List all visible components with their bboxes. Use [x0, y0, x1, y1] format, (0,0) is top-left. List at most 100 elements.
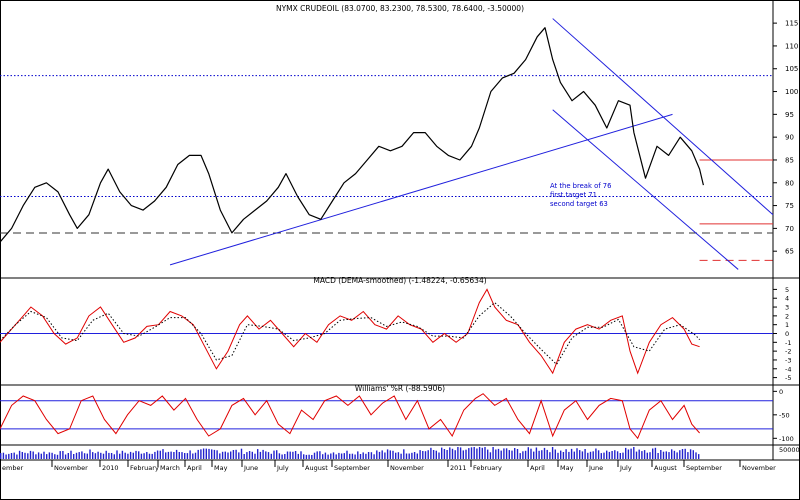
price-ytick-label-9: 110 — [785, 42, 798, 50]
volume-bar-176 — [476, 448, 478, 459]
volume-bar-202 — [546, 449, 548, 459]
volume-bar-125 — [338, 452, 340, 459]
volume-bar-18 — [48, 452, 51, 459]
volume-bar-46 — [124, 452, 126, 459]
volume-bar-230 — [622, 452, 624, 459]
volume-bar-210 — [568, 451, 570, 459]
volume-bar-150 — [405, 453, 408, 459]
volume-bar-7 — [18, 450, 21, 459]
volume-bar-132 — [357, 451, 359, 459]
volume-bar-24 — [64, 454, 67, 459]
volume-bar-74 — [200, 449, 202, 459]
volume-bar-222 — [600, 453, 602, 459]
volume-bar-107 — [289, 451, 291, 459]
annotation-line-3: second target 63 — [550, 200, 608, 208]
x-axis: ember November 2010 February March April May Ju… — [0, 460, 776, 472]
volume-bar-27 — [73, 454, 75, 459]
volume-bar-52 — [140, 453, 143, 459]
volume-bar-255 — [689, 449, 692, 459]
volume-bar-224 — [606, 450, 608, 459]
volume-bar-65 — [175, 449, 178, 459]
volume-bar-149 — [403, 449, 405, 459]
volume-bar-25 — [67, 453, 69, 459]
volume-bar-163 — [441, 447, 443, 459]
volume-bar-128 — [346, 450, 348, 459]
volume-bar-201 — [543, 447, 546, 459]
volume-bar-167 — [451, 448, 454, 459]
volume-bar-38 — [102, 453, 105, 459]
volume-bar-211 — [570, 448, 573, 459]
volume-bar-195 — [527, 447, 529, 459]
volume-bar-131 — [354, 454, 356, 459]
volume-bar-242 — [654, 447, 657, 459]
volume-bar-110 — [297, 453, 299, 459]
volume-bar-162 — [438, 452, 440, 459]
volume-bar-138 — [373, 454, 375, 459]
volume-bar-10 — [27, 453, 29, 459]
volume-bar-89 — [240, 448, 243, 459]
volume-bar-69 — [186, 453, 189, 459]
volume-bar-3 — [8, 453, 10, 459]
volume-bar-67 — [181, 452, 183, 459]
volume-bar-249 — [673, 450, 676, 459]
volume-bar-241 — [652, 448, 654, 459]
volume-bar-205 — [554, 449, 556, 459]
volume-bar-208 — [562, 452, 565, 459]
volume-bar-4 — [10, 453, 13, 459]
volume-bar-130 — [351, 453, 354, 459]
volume-bar-139 — [376, 450, 378, 459]
volume-bar-111 — [300, 451, 302, 459]
volume-bar-235 — [635, 451, 638, 459]
volume-bar-60 — [162, 449, 164, 459]
volume-bar-142 — [384, 452, 386, 459]
volume-bar-155 — [419, 450, 421, 459]
volume-bar-191 — [516, 449, 519, 459]
volume-bar-229 — [619, 453, 621, 459]
volume-bar-152 — [411, 452, 413, 459]
volume-bar-105 — [284, 454, 286, 459]
volume-bar-79 — [213, 449, 216, 459]
volume-bar-14 — [37, 452, 40, 459]
volume-bar-129 — [349, 453, 351, 459]
volume-bar-200 — [541, 450, 543, 459]
volume-bar-187 — [505, 448, 508, 459]
volume-bar-88 — [238, 452, 240, 459]
volume-bar-184 — [497, 448, 500, 459]
price-panel: 65 70 75 80 85 90 95 100 105 110 115 — [0, 18, 798, 270]
volume-bar-66 — [178, 452, 180, 459]
macd-ytick-label-4: 1 — [785, 321, 789, 329]
volume-bar-29 — [78, 452, 80, 459]
volume-bar-140 — [378, 451, 381, 459]
volume-bar-23 — [62, 451, 64, 459]
macd-series-macd — [0, 288, 700, 375]
volume-bar-13 — [35, 454, 37, 459]
volume-bar-17 — [46, 454, 48, 459]
williams-title: Williams' %R (-88.5906) — [355, 384, 445, 393]
volume-bar-134 — [362, 452, 364, 459]
volume-bar-55 — [148, 453, 151, 459]
volume-bar-68 — [184, 453, 186, 459]
macd-ytick-label-0: 5 — [785, 286, 789, 294]
volume-bar-1 — [2, 452, 5, 459]
volume-bar-98 — [265, 451, 267, 459]
volume-bar-11 — [29, 450, 32, 459]
volume-bar-42 — [113, 454, 115, 459]
volume-bar-122 — [330, 453, 332, 459]
macd-ytick-label-7: -2 — [785, 348, 791, 356]
volume-bar-58 — [156, 450, 159, 459]
volume-bar-108 — [292, 451, 294, 459]
volume-bar-173 — [468, 448, 470, 459]
volume-bar-0 — [0, 453, 2, 459]
volume-ytick-label-0: 50000 — [779, 446, 800, 454]
volume-bar-166 — [449, 447, 451, 459]
volume-bar-137 — [370, 452, 373, 459]
macd-ytick-label-2: 3 — [785, 304, 789, 312]
volume-bar-231 — [625, 447, 627, 459]
volume-bar-244 — [660, 450, 662, 459]
volume-bar-214 — [579, 450, 581, 459]
annotation-line-2: first target 71 — [550, 191, 597, 199]
volume-bar-156 — [422, 451, 424, 459]
volume-bar-126 — [340, 453, 343, 459]
volume-bar-57 — [154, 451, 156, 459]
volume-bar-20 — [54, 454, 56, 459]
